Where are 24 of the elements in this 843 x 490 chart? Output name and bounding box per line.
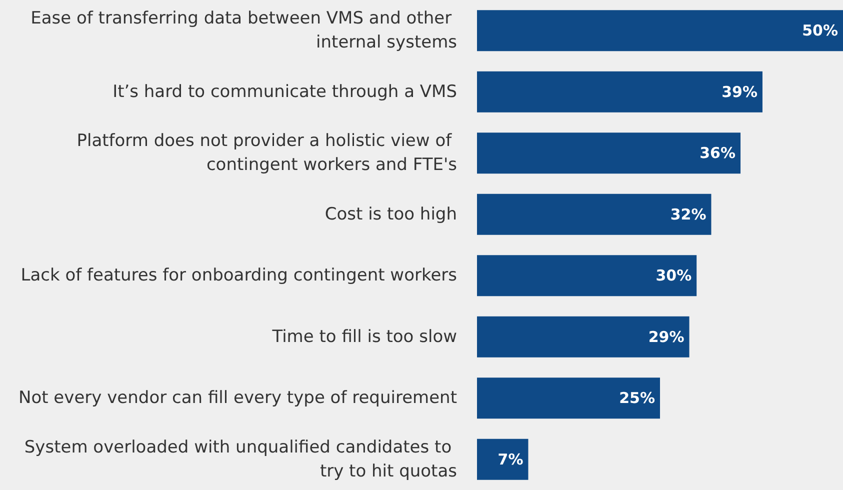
y-tick-label: Time to fill is too slow (271, 326, 458, 347)
data-label: 7% (498, 450, 524, 468)
data-label: 29% (648, 328, 684, 346)
y-tick-label: Platform does not provider a holistic view of contingent workers and FTE's (76, 131, 458, 176)
data-label: 39% (722, 82, 758, 101)
y-tick-label: Not every vendor can fill every type of requirement (18, 388, 458, 408)
y-tick-label: Cost is too high (324, 204, 457, 224)
data-label: 32% (670, 205, 706, 224)
bar (477, 378, 660, 419)
data-label: 50% (802, 22, 838, 40)
bar (477, 71, 762, 112)
bar (477, 194, 712, 235)
bar (477, 438, 528, 480)
y-tick-label: System overloaded with unqualified candidates to try to hit quotas (24, 437, 458, 482)
bar (477, 10, 843, 52)
data-label: 36% (700, 144, 736, 162)
data-label: 25% (619, 389, 655, 408)
y-tick-label: Lack of features for onboarding contingent workers (20, 266, 458, 286)
bar (477, 316, 690, 358)
bar (477, 255, 697, 296)
y-tick-label: It’s hard to communicate through a VMS (112, 82, 457, 102)
data-label: 30% (656, 266, 692, 285)
y-tick-label: Ease of transferring data between VMS and other internal systems (30, 8, 458, 53)
bar (477, 132, 741, 174)
